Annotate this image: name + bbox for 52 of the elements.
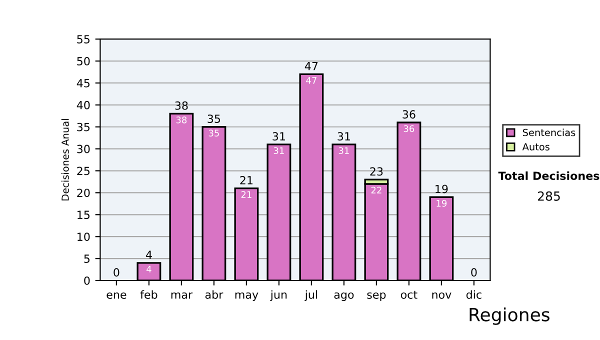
y-tick-label: 30 [77, 144, 90, 154]
total-label: 19 [436, 184, 448, 194]
total-label: 36 [402, 110, 416, 119]
y-tick-label: 40 [76, 100, 90, 110]
y-tick-label: 55 [77, 35, 90, 44]
x-tick-label: sep [367, 292, 386, 301]
data-label: 35 [208, 130, 219, 137]
x-tick-label: nov [432, 292, 452, 299]
legend-label: Autos [522, 143, 550, 150]
total-label: 47 [304, 62, 318, 70]
total-label: 21 [240, 176, 252, 184]
total-label: 31 [272, 132, 285, 141]
data-label: 4 [146, 266, 152, 272]
data-label: 31 [274, 147, 284, 154]
data-label: 21 [241, 191, 252, 198]
x-tick-label: feb [140, 290, 158, 299]
data-label: 38 [176, 116, 187, 124]
y-tick-label: 45 [76, 79, 90, 88]
x-tick-label: abr [205, 290, 224, 299]
y-tick-label: 15 [78, 210, 90, 220]
y-tick-label: 35 [77, 122, 90, 132]
total-label: 31 [338, 132, 350, 141]
y-tick-label: 20 [77, 188, 90, 198]
x-tick-label: ene [106, 292, 126, 299]
data-label: 22 [371, 186, 382, 194]
data-label: 31 [338, 147, 349, 154]
data-label: 47 [306, 77, 316, 84]
data-label: 36 [404, 125, 414, 132]
total-label: 4 [146, 250, 152, 259]
y-tick-label: 0 [84, 276, 90, 285]
x-tick-label: ago [334, 292, 354, 301]
total-label: 0 [471, 268, 477, 277]
text: 285 [538, 191, 560, 201]
text: Regiones [470, 307, 550, 325]
x-tick-label: oct [400, 290, 418, 299]
text: Total Decisiones [498, 171, 600, 180]
total-label: 38 [175, 101, 188, 110]
legend-label: Sentencias [522, 128, 576, 136]
y-tick-label: 25 [77, 166, 90, 176]
total-label: 35 [208, 114, 220, 123]
y-tick-label: 5 [84, 254, 90, 263]
x-tick-label: jun [270, 290, 287, 301]
x-tick-label: may [235, 292, 258, 301]
data-label: 19 [436, 200, 447, 207]
y-tick-label: 10 [78, 232, 90, 241]
x-tick-label: dic [466, 290, 482, 299]
total-label: 23 [370, 167, 383, 176]
y-axis-title: Decisiones Anual [61, 119, 69, 200]
y-tick-label: 50 [77, 57, 90, 66]
total-label: 0 [114, 268, 120, 277]
x-tick-label: jul [304, 290, 318, 301]
x-tick-label: mar [171, 292, 193, 299]
